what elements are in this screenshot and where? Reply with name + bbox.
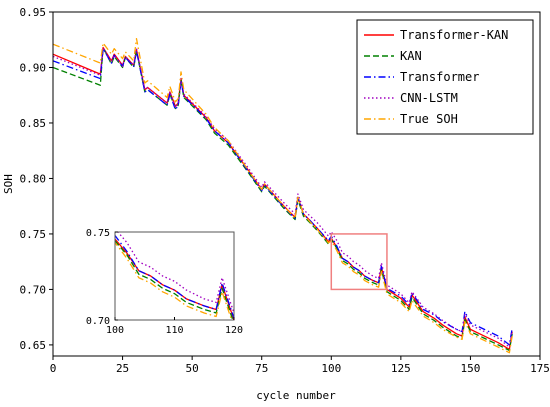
main-series-group	[53, 37, 513, 354]
y-tick-label: 0.75	[20, 228, 47, 241]
legend: Transformer-KAN KAN Transformer CNN-LSTM Tru…	[356, 19, 534, 135]
inset-y-tick-label: 0.70	[86, 316, 110, 327]
x-tick-label: 175	[530, 362, 550, 375]
x-axis: 0 25 50 75 100 125 150 175	[50, 356, 550, 375]
y-tick-label: 0.65	[20, 339, 47, 352]
x-tick-label: 75	[255, 362, 268, 375]
legend-box	[356, 19, 534, 135]
y-tick-label: 0.90	[20, 61, 47, 74]
x-tick-label: 50	[186, 362, 199, 375]
y-axis-label: SOH	[2, 174, 15, 194]
inset-x-axis: 100 110 120	[106, 317, 243, 336]
inset-y-axis: 0.70 0.75	[86, 228, 118, 327]
x-tick-label: 150	[460, 362, 480, 375]
y-tick-label: 0.70	[20, 283, 47, 296]
legend-label-cnn-lstm: CNN-LSTM	[400, 91, 458, 105]
inset-x-tick-label: 110	[165, 325, 183, 336]
zoom-box	[330, 233, 388, 291]
x-tick-label: 100	[321, 362, 341, 375]
y-tick-label: 0.95	[20, 6, 47, 19]
inset-chart: 100 110 120 0.70 0.75	[86, 228, 243, 336]
x-axis-label: cycle number	[256, 389, 336, 402]
series-line-transformer	[53, 47, 513, 346]
x-tick-label: 125	[391, 362, 411, 375]
y-tick-label: 0.85	[20, 117, 47, 130]
inset-background	[115, 232, 234, 320]
y-tick-label: 0.80	[20, 172, 47, 185]
series-line-true-soh	[53, 37, 513, 354]
legend-label-transformer: Transformer	[400, 70, 479, 84]
series-line-cnn-lstm	[53, 46, 513, 348]
plot-frame	[52, 11, 541, 357]
inset-y-tick-label: 0.75	[86, 228, 110, 239]
legend-label-kan: KAN	[400, 49, 422, 63]
inset-x-tick-label: 100	[106, 325, 124, 336]
inset-x-tick-label: 120	[225, 325, 243, 336]
y-axis: 0.65 0.70 0.75 0.80 0.85 0.90 0.95	[20, 6, 53, 352]
legend-label-true-soh: True SOH	[400, 112, 458, 126]
legend-label-transformer-kan: Transformer-KAN	[400, 28, 508, 42]
x-tick-label: 25	[116, 362, 129, 375]
x-tick-label: 0	[50, 362, 57, 375]
